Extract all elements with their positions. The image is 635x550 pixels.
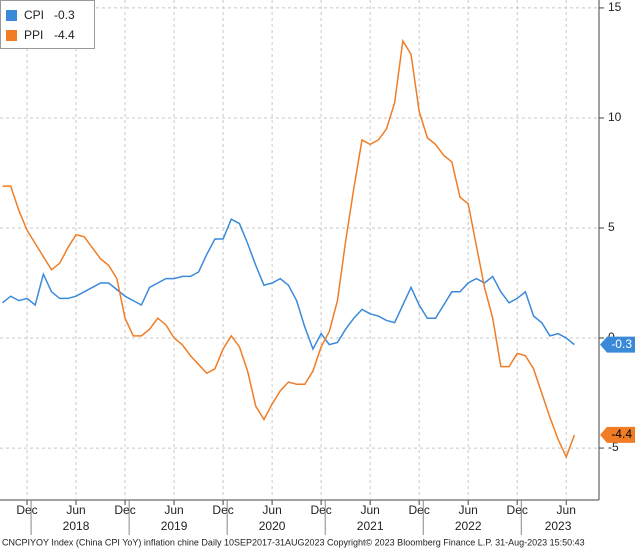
legend-value: -0.3	[54, 8, 75, 22]
year-label: 2019	[161, 519, 188, 533]
x-tick-label: Dec	[408, 503, 429, 517]
legend-box	[0, 0, 95, 49]
x-tick-label: Jun	[360, 503, 379, 517]
y-tick-label: -5	[608, 440, 619, 454]
legend-swatch	[6, 10, 17, 21]
x-tick-label: Dec	[507, 503, 528, 517]
x-tick-label: Jun	[262, 503, 281, 517]
last-value-box	[600, 336, 635, 353]
x-tick-label: Dec	[114, 503, 135, 517]
y-tick-label: 10	[608, 110, 622, 124]
x-tick-label: Dec	[212, 503, 233, 517]
x-tick-label: Jun	[66, 503, 85, 517]
last-value-box	[600, 426, 635, 443]
last-value-label: -0.3	[611, 337, 632, 351]
series-line	[2, 38, 576, 459]
x-tick-label: Jun	[459, 503, 478, 517]
legend: CPI -0.3 PPI -4.4	[0, 0, 95, 49]
series-line	[2, 218, 575, 351]
year-label: 2022	[455, 519, 482, 533]
legend-swatch	[6, 30, 17, 41]
x-tick-label: Jun	[164, 503, 183, 517]
x-tick-label: Jun	[557, 503, 576, 517]
last-value-label: -4.4	[611, 427, 632, 441]
year-label: 2018	[63, 519, 90, 533]
year-label: 2023	[545, 519, 572, 533]
y-tick-label: 5	[608, 220, 615, 234]
footer: CNCPIYOY Index (China CPI YoY) inflation…	[2, 537, 585, 547]
legend-value: -4.4	[54, 28, 75, 42]
y-tick-label: 15	[608, 0, 622, 14]
legend-label: CPI	[24, 8, 44, 22]
legend-label: PPI	[24, 28, 43, 42]
x-tick-label: Dec	[16, 503, 37, 517]
x-tick-label: Dec	[310, 503, 331, 517]
year-label: 2021	[357, 519, 384, 533]
year-label: 2020	[259, 519, 286, 533]
